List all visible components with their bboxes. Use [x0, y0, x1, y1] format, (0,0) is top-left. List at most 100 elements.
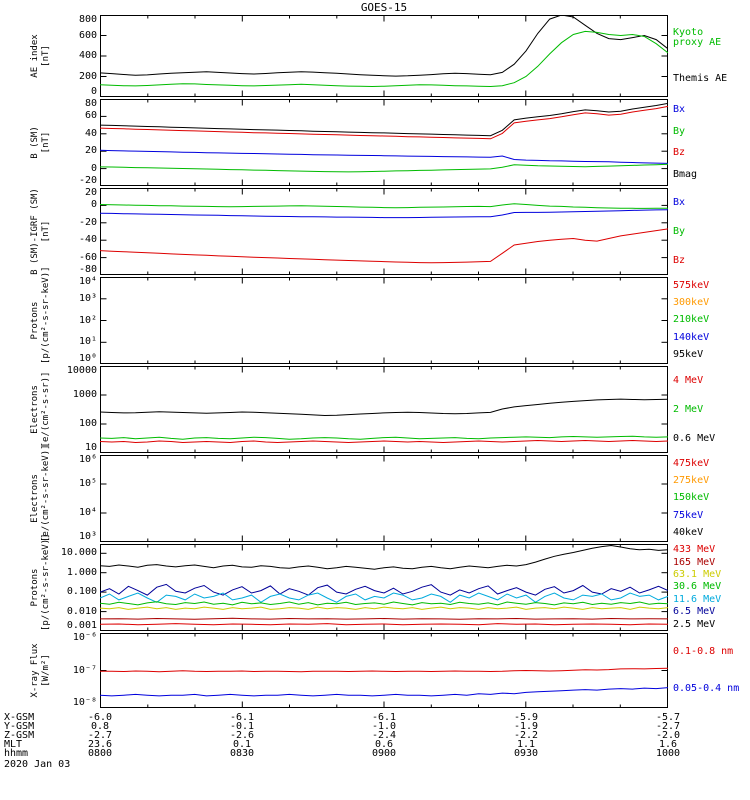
chart-panel-electrons-sr	[100, 366, 668, 453]
y-axis-title-protons-kev: Protons [p/(cm²-s-sr-keV)]	[30, 266, 51, 364]
y-tick-label: 60	[84, 110, 97, 122]
y-tick-label: 10.000	[60, 547, 97, 559]
y-tick-label: 10	[84, 442, 97, 453]
chart-canvas-b-sm-igrf	[100, 188, 668, 275]
chart-panel-b-sm	[100, 99, 668, 186]
legend-item: 475keV	[673, 457, 710, 469]
y-tick-label: 10²	[78, 314, 97, 326]
axis-row-value: -2.7	[655, 721, 681, 732]
axis-row-label: Z-GSM	[4, 730, 35, 741]
y-axis-title-electrons-sr: Electrons [e/(cm²-s-sr)]	[30, 371, 51, 448]
y-tick-label: 1000	[72, 389, 97, 400]
legend-item: Bz	[673, 147, 686, 159]
legend-protons-kev: 575keV 300keV 210keV 140keV 95keV	[673, 277, 747, 364]
legend-item: 6.5 MeV	[673, 606, 716, 618]
y-tick-label: 80	[84, 98, 97, 109]
legend-item: 575keV	[673, 279, 710, 291]
y-tick-label: 800	[78, 14, 97, 25]
y-tick-label: 400	[78, 50, 97, 61]
axis-row-value: 0.8	[90, 721, 110, 732]
y-tick-label: 10⁰	[78, 353, 97, 364]
y-tick-label: 40	[84, 127, 97, 139]
y-axis-title-protons-mev: Protons [p/(cm²-s-sr-keV)]	[30, 533, 51, 631]
axis-row-value: -2.2	[513, 730, 539, 741]
y-tick-label: 20	[84, 145, 97, 157]
y-tick-label: 10¹	[78, 336, 97, 348]
y-axis-title-ae-index: AE index [nT]	[30, 34, 51, 78]
axis-row-value: -2.7	[87, 730, 113, 741]
legend-protons-mev: 433 MeV 165 MeV 63.1 MeV 30.6 MeV 11.6 MeV 6.…	[673, 544, 747, 631]
legend-item: 433 MeV	[673, 544, 716, 556]
legend-item: 0.1-0.8 nm	[673, 645, 734, 657]
y-tick-label: -20	[78, 175, 97, 186]
y-tick-label: 0.100	[66, 586, 97, 598]
y-tick-label: 10⁶	[78, 454, 97, 465]
axis-row-value: 1.6	[658, 739, 678, 750]
axis-row-value: 0.6	[374, 739, 394, 750]
legend-item: 210keV	[673, 314, 710, 326]
legend-item: By	[673, 225, 686, 237]
legend-item: Bz	[673, 254, 686, 266]
legend-item: Bmag	[673, 169, 698, 181]
chart-panel-b-sm-igrf	[100, 188, 668, 275]
legend-item: 2 MeV	[673, 403, 704, 415]
axis-row-value: -5.7	[655, 712, 681, 723]
legend-item: 300keV	[673, 297, 710, 309]
legend-ae-index: Kyoto proxy AE Themis AE	[673, 15, 747, 97]
axis-row-value: -0.1	[229, 721, 255, 732]
y-axis-title-xray-flux: X-ray Flux [W/m²]	[30, 643, 51, 698]
axis-row-label: hhmm	[4, 748, 29, 759]
axis-row-value: -2.4	[371, 730, 397, 741]
axis-row-value: -6.0	[87, 712, 113, 723]
legend-item: 40keV	[673, 527, 704, 539]
axis-row-label: MLT	[4, 739, 23, 750]
legend-item: 165 MeV	[673, 556, 716, 568]
legend-b-sm-igrf: Bx By Bz	[673, 188, 747, 275]
y-axis-title-b-sm: B (SM) [nT]	[30, 126, 51, 159]
legend-item: Bx	[673, 103, 686, 115]
axis-row-value: -6.1	[229, 712, 255, 723]
y-tick-label: 0	[90, 86, 97, 97]
legend-item: Themis AE	[673, 73, 728, 84]
plot-title: GOES-15	[360, 1, 408, 14]
y-tick-label: 20	[84, 187, 97, 198]
legend-electrons-kev: 475keV 275keV 150keV 75keV 40keV	[673, 455, 747, 542]
y-tick-label: 10⁻⁶	[72, 632, 97, 643]
chart-panel-ae-index	[100, 15, 668, 97]
y-tick-label: 10⁴	[78, 507, 97, 518]
axis-row-value: -5.9	[513, 712, 539, 723]
axis-row-value: -2.0	[655, 730, 681, 741]
axis-row-value: 0900	[371, 748, 397, 759]
legend-item: Kyoto proxy AE	[673, 27, 722, 48]
y-tick-label: 100	[78, 418, 97, 429]
y-tick-label: 10³	[78, 292, 97, 304]
legend-item: 140keV	[673, 331, 710, 343]
y-tick-label: 10³	[78, 531, 97, 542]
axis-row-value: -1.0	[371, 721, 397, 732]
legend-item: Bx	[673, 196, 686, 208]
axis-row-value: 23.6	[87, 739, 113, 750]
y-tick-label: 1.000	[66, 566, 97, 578]
legend-item: 275keV	[673, 475, 710, 487]
chart-canvas-protons-mev	[100, 544, 668, 631]
legend-item: 75keV	[673, 509, 704, 521]
axis-row-label: Y-GSM	[4, 721, 35, 732]
date-label: 2020 Jan 03	[4, 759, 71, 770]
y-axis-title-electrons-kev: Electrons [e/(cm²-s-sr-keV)]	[30, 444, 51, 542]
y-tick-label: 10000	[66, 365, 97, 376]
y-tick-label: 10⁵	[78, 478, 97, 489]
legend-item: 0.05-0.4 nm	[673, 683, 740, 695]
legend-item: 0.6 MeV	[673, 432, 716, 444]
axis-row-value: -6.1	[371, 712, 397, 723]
axis-row-value: 0930	[513, 748, 539, 759]
axis-row-value: 1.1	[516, 739, 536, 750]
legend-xray-flux: 0.1-0.8 nm 0.05-0.4 nm	[673, 633, 747, 708]
legend-item: 63.1 MeV	[673, 569, 722, 581]
chart-canvas-b-sm	[100, 99, 668, 186]
chart-canvas-protons-kev	[100, 277, 668, 364]
chart-canvas-ae-index	[100, 15, 668, 97]
y-tick-label: 0.001	[66, 620, 97, 631]
chart-panel-protons-kev	[100, 277, 668, 364]
